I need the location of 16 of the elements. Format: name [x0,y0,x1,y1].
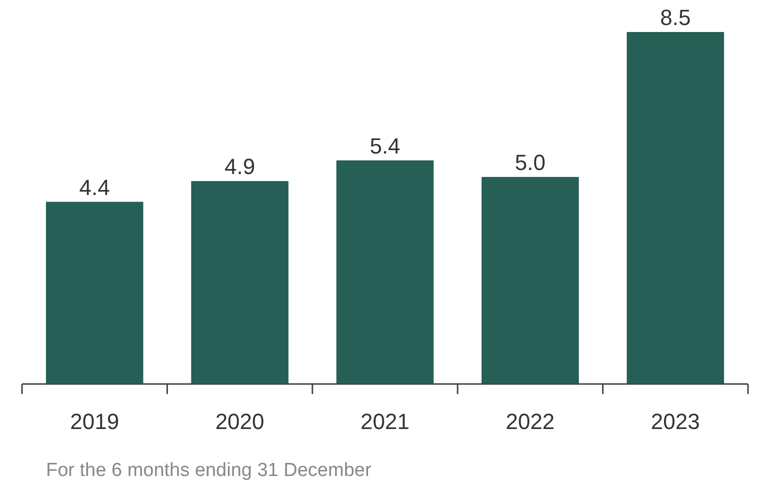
text: For the 6 months ending 31 December [46,460,372,481]
bar [626,32,724,384]
x-tick-label: 2020 [215,409,264,434]
bar [336,160,434,384]
bar [46,202,144,384]
data-label: 4.9 [224,154,256,180]
data-label: 5.0 [514,150,546,175]
x-tick-label: 2021 [360,409,410,434]
data-label: 4.4 [79,174,110,200]
bar [191,181,288,384]
bar [482,176,579,384]
x-tick-label: 2023 [650,409,700,434]
data-label: 5.4 [370,133,400,158]
x-tick-label: 2019 [70,409,120,434]
x-tick-label: 2022 [506,409,555,434]
data-label: 8.5 [660,5,691,30]
